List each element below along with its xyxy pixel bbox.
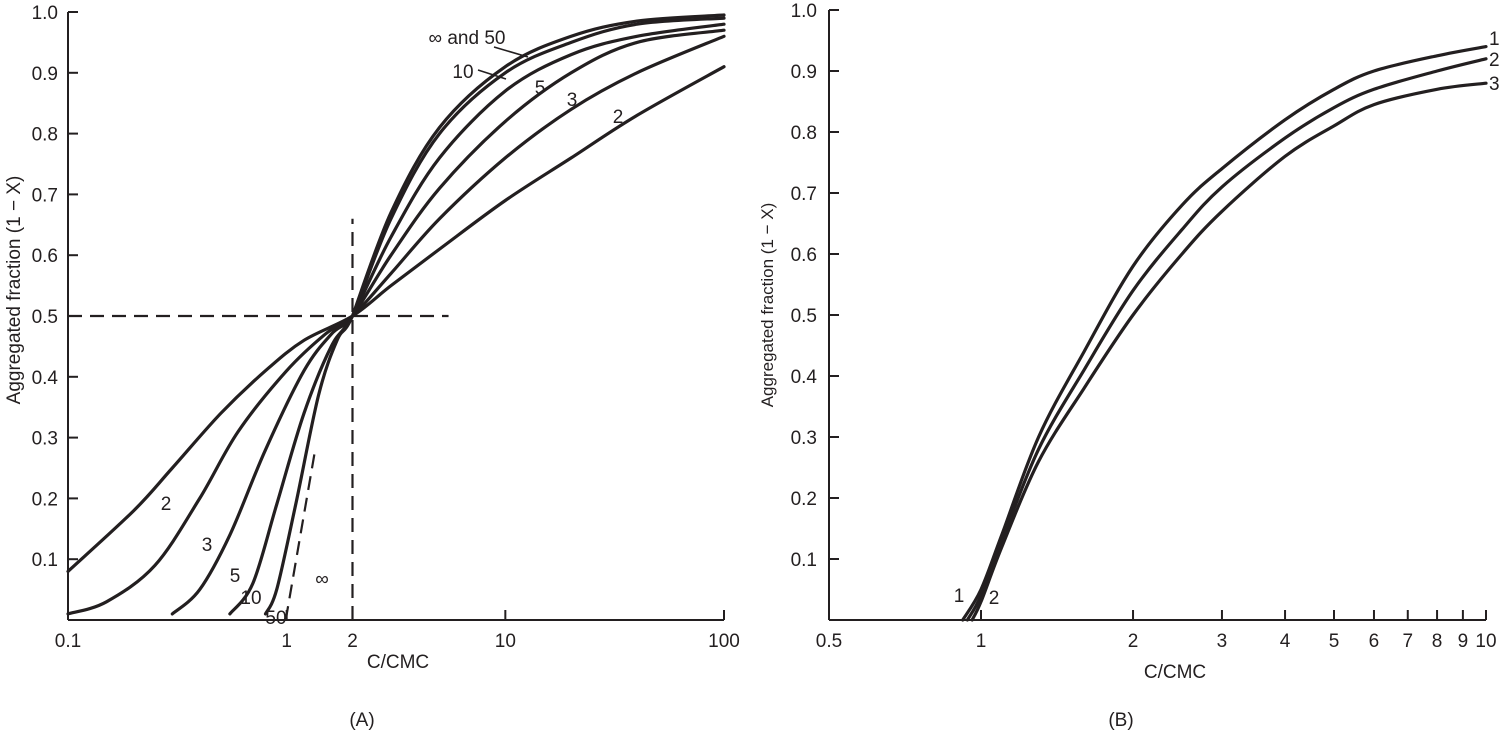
b-x-tick-label: 7 [1402, 631, 1413, 652]
a-y-tick-label: 0.6 [32, 246, 58, 267]
b-panel-label: (B) [1108, 710, 1133, 731]
a-y-axis-title: Aggregated fraction (1 − X) [4, 176, 25, 405]
panel-a: 0.1 0.2 0.3 0.4 0.5 0.6 0.7 0.8 0.9 1.0 0.1 1 2 10 100… [4, 3, 740, 731]
a-curve-label: 5 [230, 566, 241, 587]
a-curve-label: 50 [265, 608, 286, 629]
b-y-tick-label: 1.0 [791, 1, 817, 22]
b-y-tick-label: 0.4 [791, 367, 818, 388]
a-y-tick-label: 0.4 [32, 368, 59, 389]
b-x-tick-label: 1 [976, 631, 987, 652]
b-y-tick-label: 0.1 [791, 550, 817, 571]
b-curve-label: 1 [1489, 29, 1500, 50]
a-y-tick-label: 0.5 [32, 307, 58, 328]
a-x-axis-title: C/CMC [367, 652, 429, 673]
b-curve-label: 2 [989, 588, 1000, 609]
a-series-line [170, 28, 726, 616]
b-x-tick-label: 0.5 [816, 631, 842, 652]
b-y-axis-title: Aggregated fraction (1 − X) [758, 203, 777, 408]
b-series-line [965, 57, 1488, 622]
b-y-tick-label: 0.7 [791, 184, 817, 205]
a-y-tick-label: 0.7 [32, 185, 58, 206]
a-curve-label: 2 [161, 494, 172, 515]
a-label-leader [477, 69, 507, 80]
a-curve-label: 10 [240, 588, 261, 609]
a-curve-label: 5 [535, 78, 546, 99]
panel-b: 0.10.20.30.40.50.60.70.80.91.00.5 1 2 3 4 5 6 7… [758, 1, 1500, 731]
a-y-tick-label: 1.0 [32, 3, 58, 24]
a-curve-label: 2 [613, 107, 624, 128]
b-y-tick-label: 0.3 [791, 428, 817, 449]
a-y-tick-label: 0.8 [32, 125, 58, 146]
b-x-tick-label: 9 [1458, 631, 1469, 652]
a-curve-label: 3 [202, 535, 213, 556]
b-x-tick-label: 4 [1280, 631, 1291, 652]
b-series-line [961, 45, 1488, 622]
b-curve-label: 1 [954, 586, 965, 607]
a-reference-line-infinity [284, 449, 317, 621]
a-y-tick-label: 0.2 [32, 489, 58, 510]
a-panel-label: (A) [349, 710, 374, 731]
a-curve-label: 10 [452, 62, 473, 83]
a-x-tick-label: 2 [347, 631, 358, 652]
b-x-tick-label: 2 [1128, 631, 1139, 652]
b-x-tick-label: 8 [1432, 631, 1443, 652]
b-y-tick-label: 0.6 [791, 245, 817, 266]
b-y-tick-label: 0.5 [791, 306, 817, 327]
b-curve-label: 2 [1489, 50, 1500, 71]
a-curve-label: ∞ and 50 [429, 28, 506, 49]
b-x-tick-label: 10 [1475, 631, 1496, 652]
a-series-line [228, 22, 726, 616]
b-y-tick-label: 0.8 [791, 123, 817, 144]
a-y-tick-label: 0.9 [32, 64, 58, 85]
a-x-tick-label: 0.1 [55, 631, 81, 652]
a-curve-label: 3 [567, 90, 578, 111]
a-x-tick-label: 1 [281, 631, 292, 652]
a-curve-label: ∞ [315, 569, 329, 590]
b-y-tick-label: 0.2 [791, 489, 817, 510]
a-x-tick-label: 100 [708, 631, 740, 652]
b-series-line [970, 81, 1488, 622]
a-y-tick-label: 0.3 [32, 429, 58, 450]
b-x-tick-label: 6 [1369, 631, 1380, 652]
b-y-tick-label: 0.9 [791, 62, 817, 83]
b-x-axis-title: C/CMC [1144, 662, 1206, 683]
a-x-tick-label: 10 [495, 631, 516, 652]
b-curve-label: 3 [1489, 74, 1500, 95]
a-y-tick-label: 0.1 [32, 550, 58, 571]
b-x-tick-label: 3 [1217, 631, 1228, 652]
a-label-leader [493, 46, 529, 58]
a-series-line [350, 13, 726, 318]
b-x-tick-label: 5 [1329, 631, 1340, 652]
